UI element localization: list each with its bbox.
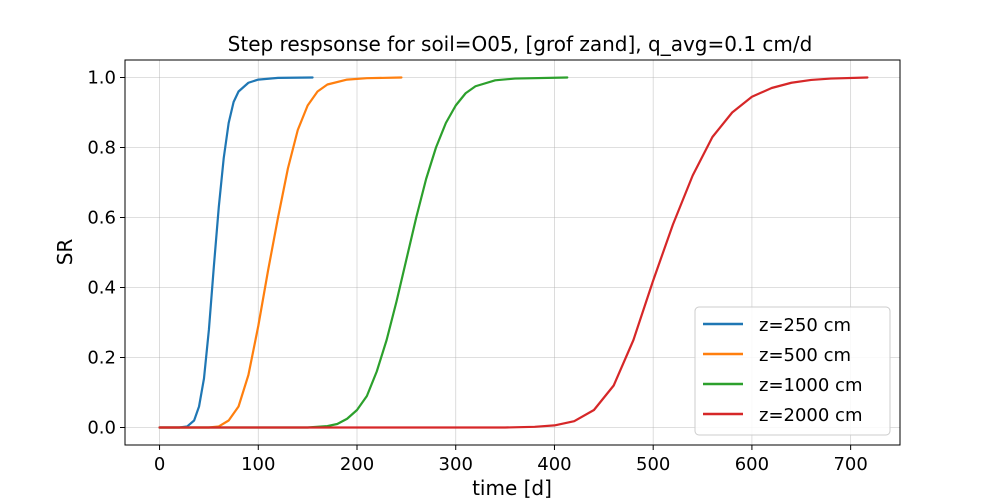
series-line-0 xyxy=(158,76,314,429)
x-tick-label: 500 xyxy=(636,454,670,475)
x-tick-label: 200 xyxy=(340,454,374,475)
legend-box xyxy=(694,306,891,436)
x-tick-label: 0 xyxy=(154,454,165,475)
chart-title: Step respsonse for soil=O05, [grof zand]… xyxy=(228,32,813,56)
x-tick-label: 700 xyxy=(833,454,867,475)
series-line-1 xyxy=(158,76,403,429)
series-line-3 xyxy=(158,76,869,429)
legend-label: z=1000 cm xyxy=(759,375,863,396)
x-tick-label: 100 xyxy=(241,454,275,475)
x-axis-label: time [d] xyxy=(472,476,552,500)
legend-label: z=500 cm xyxy=(759,345,851,366)
x-tick-label: 600 xyxy=(735,454,769,475)
series-line-2 xyxy=(158,76,569,429)
y-tick-label: 1.0 xyxy=(87,68,116,89)
y-tick-label: 0.8 xyxy=(87,138,116,159)
legend-label: z=2000 cm xyxy=(759,405,863,426)
x-tick-label: 300 xyxy=(439,454,473,475)
plot-frame xyxy=(124,59,901,446)
legend-label: z=250 cm xyxy=(759,315,851,336)
x-tick-label: 400 xyxy=(537,454,571,475)
x-axis-ticks: 0 100 200 300 400 500 600 700 xyxy=(154,445,868,475)
y-axis-label: SR xyxy=(53,239,77,266)
y-tick-label: 0.2 xyxy=(87,348,116,369)
y-tick-label: 0.0 xyxy=(87,418,116,439)
y-axis-ticks: 0.0 0.2 0.4 0.6 0.8 1.0 xyxy=(87,68,125,439)
y-tick-label: 0.4 xyxy=(87,278,116,299)
legend: z=250 cm z=500 cm z=1000 cm z=2000 cm xyxy=(694,306,891,436)
y-tick-label: 0.6 xyxy=(87,208,116,229)
series-lines xyxy=(158,76,869,429)
